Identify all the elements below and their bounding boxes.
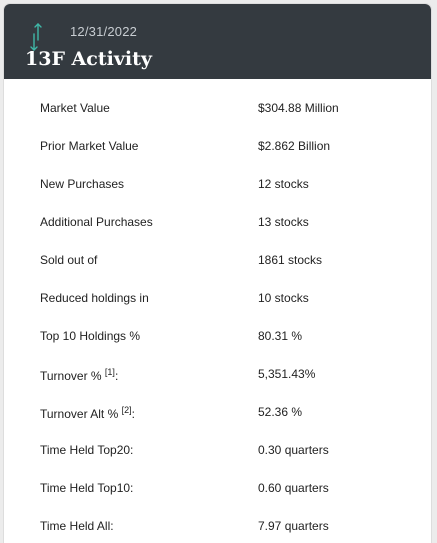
row-market-value: Market Value $304.88 Million bbox=[4, 90, 431, 128]
row-label: Additional Purchases bbox=[40, 215, 153, 229]
row-value: 13 stocks bbox=[258, 215, 309, 229]
row-time-held-top10: Time Held Top10: 0.60 quarters bbox=[4, 470, 431, 508]
report-date: 12/31/2022 bbox=[70, 24, 138, 39]
row-value: 80.31 % bbox=[258, 329, 303, 343]
row-label-text: Turnover % bbox=[40, 369, 102, 383]
row-label-text: Turnover Alt % bbox=[40, 407, 119, 421]
card-header: 12/31/2022 13F Activity bbox=[4, 4, 431, 79]
footnote-link-1[interactable]: [1] bbox=[104, 367, 115, 377]
row-value: 12 stocks bbox=[258, 177, 309, 191]
row-prior-market-value: Prior Market Value $2.862 Billion bbox=[4, 128, 431, 166]
row-label: Prior Market Value bbox=[40, 139, 139, 153]
row-time-held-top20: Time Held Top20: 0.30 quarters bbox=[4, 432, 431, 470]
row-label: Reduced holdings in bbox=[40, 291, 149, 305]
row-value: $2.862 Billion bbox=[258, 139, 331, 153]
row-new-purchases: New Purchases 12 stocks bbox=[4, 166, 431, 204]
activity-list: Market Value $304.88 Million Prior Marke… bbox=[4, 90, 431, 543]
row-sold-out-of: Sold out of 1861 stocks bbox=[4, 242, 431, 280]
row-label: Top 10 Holdings % bbox=[40, 329, 141, 343]
row-top10-holdings: Top 10 Holdings % 80.31 % bbox=[4, 318, 431, 356]
row-value: 10 stocks bbox=[258, 291, 309, 305]
row-label: Time Held Top20: bbox=[40, 443, 134, 457]
row-value: 1861 stocks bbox=[258, 253, 323, 267]
footnote-link-2[interactable]: [2] bbox=[121, 405, 132, 415]
row-label: Turnover % [1]: bbox=[40, 367, 118, 383]
row-label-suffix: : bbox=[131, 407, 135, 421]
13f-activity-card: 12/31/2022 13F Activity Market Value $30… bbox=[4, 4, 431, 543]
row-value: 0.30 quarters bbox=[258, 443, 329, 457]
arrows-up-down-icon bbox=[27, 22, 45, 52]
card-title: 13F Activity bbox=[25, 48, 152, 70]
row-value: 52.36 % bbox=[258, 405, 303, 419]
row-label: Sold out of bbox=[40, 253, 98, 267]
row-label-suffix: : bbox=[114, 369, 119, 383]
row-time-held-all: Time Held All: 7.97 quarters bbox=[4, 508, 431, 543]
row-turnover: Turnover % [1]: 5,351.43% bbox=[4, 356, 431, 394]
row-label: Time Held All: bbox=[40, 519, 114, 533]
row-label: Turnover Alt % [2]: bbox=[40, 405, 135, 421]
row-value: $304.88 Million bbox=[258, 101, 339, 115]
row-additional-purchases: Additional Purchases 13 stocks bbox=[4, 204, 431, 242]
row-label: New Purchases bbox=[40, 177, 125, 191]
row-reduced-holdings: Reduced holdings in 10 stocks bbox=[4, 280, 431, 318]
row-label: Market Value bbox=[40, 101, 110, 115]
row-value: 7.97 quarters bbox=[258, 519, 329, 533]
row-label: Time Held Top10: bbox=[40, 481, 134, 495]
row-value: 0.60 quarters bbox=[258, 481, 329, 495]
row-value: 5,351.43% bbox=[258, 367, 316, 381]
row-turnover-alt: Turnover Alt % [2]: 52.36 % bbox=[4, 394, 431, 432]
